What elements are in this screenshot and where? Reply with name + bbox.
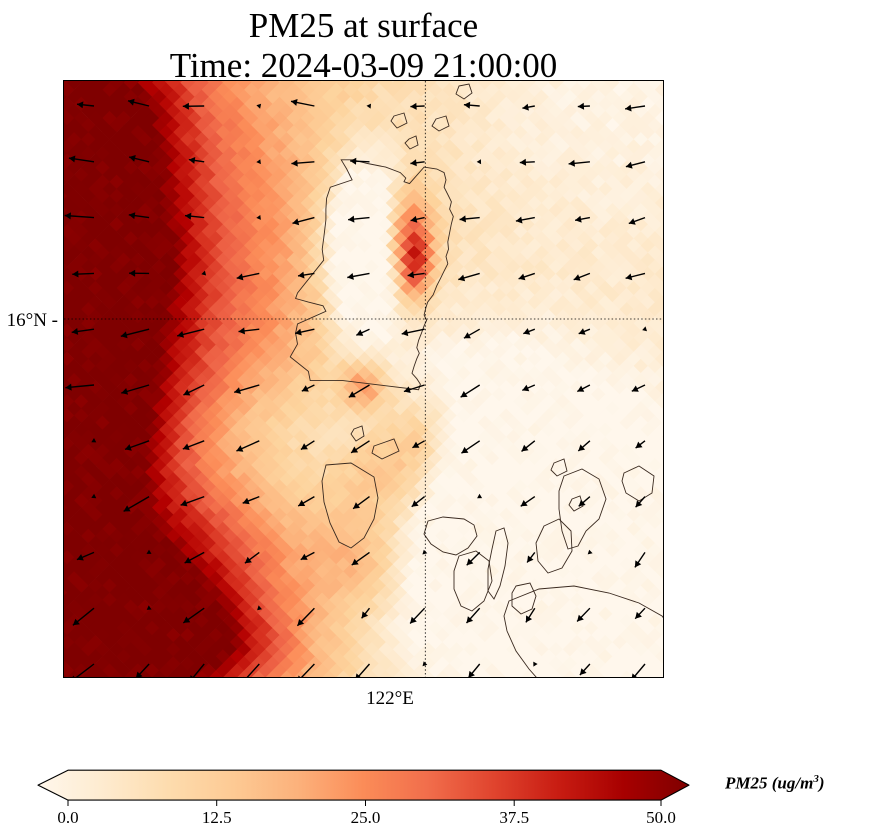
svg-text:0.0: 0.0 — [57, 808, 78, 825]
svg-text:37.5: 37.5 — [499, 808, 529, 825]
svg-text:25.0: 25.0 — [351, 808, 381, 825]
svg-text:12.5: 12.5 — [202, 808, 232, 825]
svg-text:50.0: 50.0 — [646, 808, 676, 825]
